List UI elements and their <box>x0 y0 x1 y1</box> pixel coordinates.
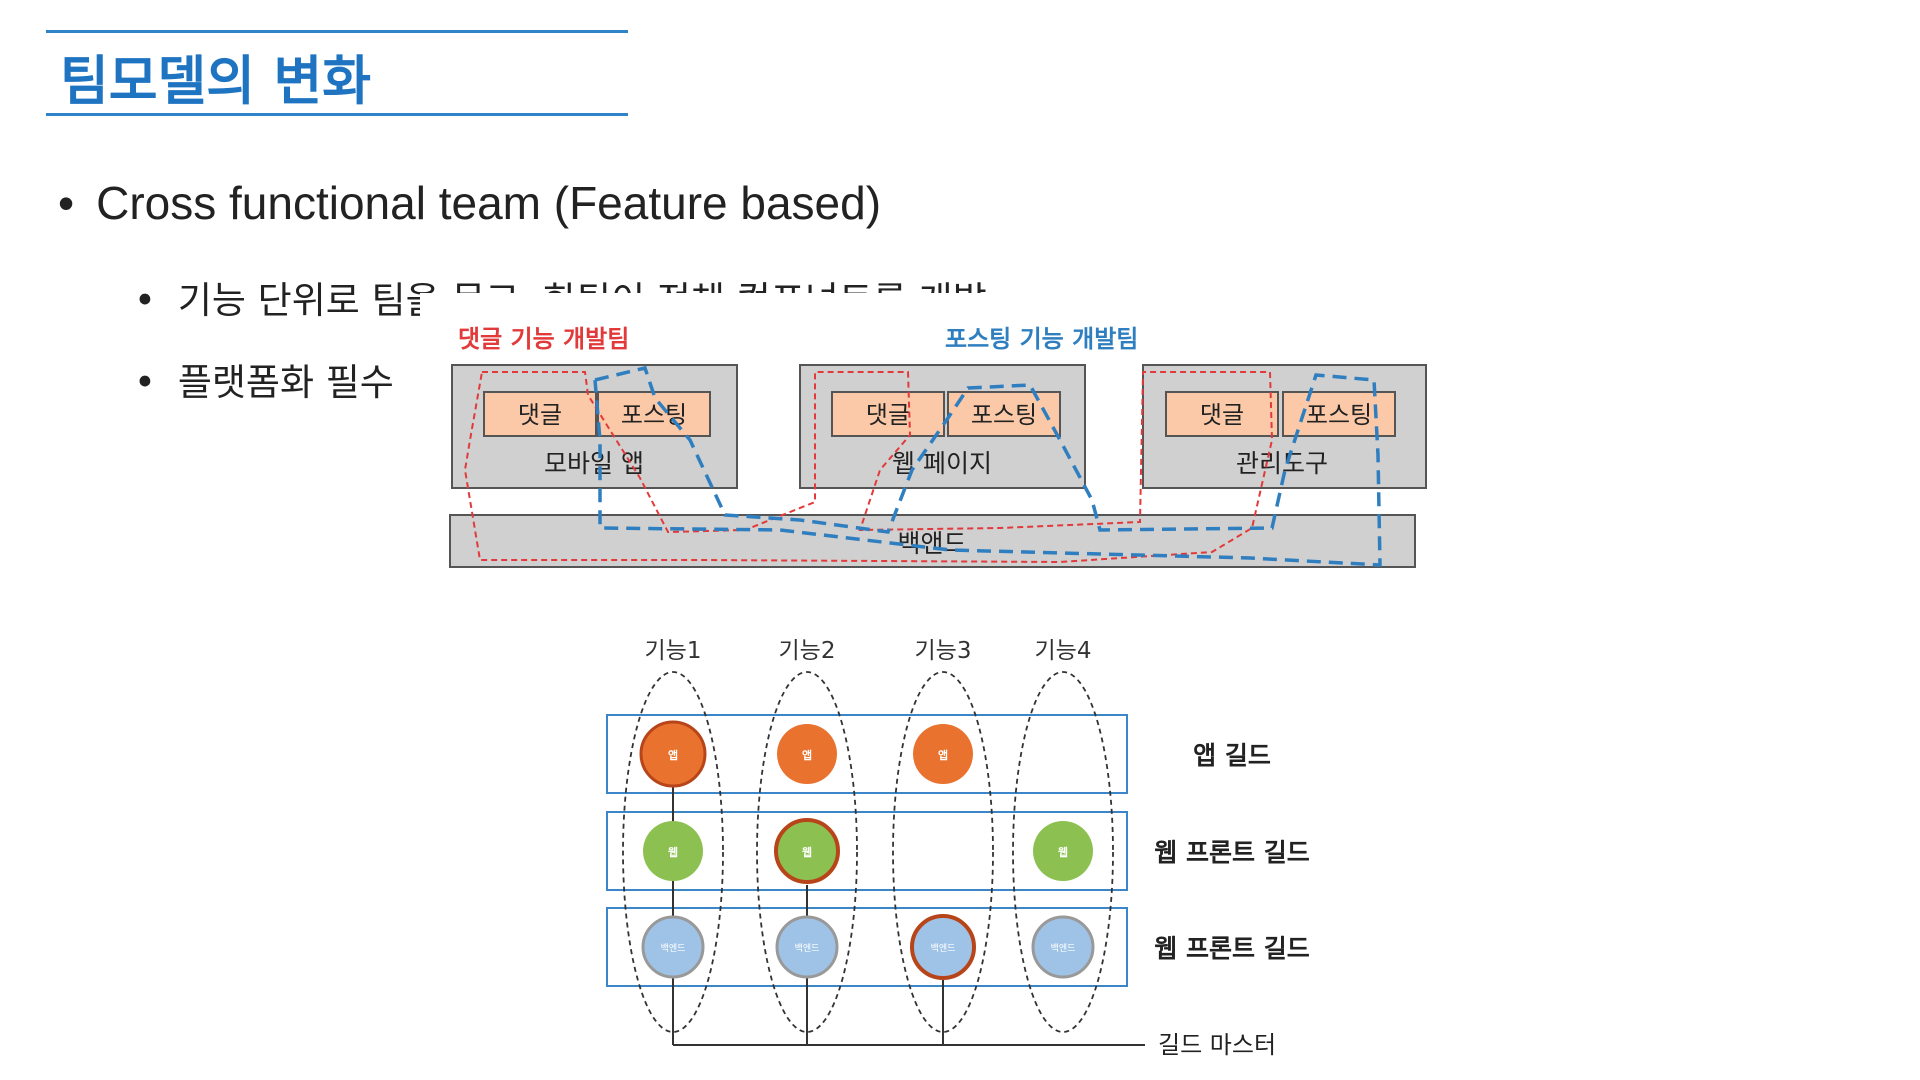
platform-label: 모바일 앱 <box>544 449 644 478</box>
posting-team-outline <box>593 365 1382 567</box>
node-web: 웹 <box>643 821 703 881</box>
bullet-sub-2: • 플랫폼화 필수 <box>134 352 394 406</box>
comment-team-outline <box>463 371 1274 564</box>
feature-label: 기능1 <box>645 638 702 664</box>
node-web: 웹 <box>774 818 840 884</box>
bullet-dot: • <box>134 279 156 322</box>
node-backend: 백엔드 <box>910 914 976 980</box>
bullet-dot: • <box>58 177 75 229</box>
page-title: 팀모델의 변화 <box>60 51 372 112</box>
component-box <box>831 391 945 437</box>
feature-ellipse <box>756 671 858 1033</box>
node-backend: 백엔드 <box>775 915 839 979</box>
node-app: 앱 <box>639 720 707 788</box>
guild-label: 앱 길드 <box>1193 741 1271 770</box>
feature-ellipse <box>892 671 994 1033</box>
guild-row-app <box>606 714 1128 794</box>
node-backend: 백엔드 <box>1031 915 1095 979</box>
node-label: 백엔드 <box>795 943 820 954</box>
bullet-main: • Cross functional team (Feature based) <box>58 176 881 230</box>
platform-label: 웹 페이지 <box>892 449 992 478</box>
guild-row-web-front-2 <box>606 907 1128 987</box>
guild-label: 웹 프론트 길드 <box>1154 934 1309 963</box>
component-label: 댓글 <box>1200 401 1244 429</box>
bullet-sub-2-text: 플랫폼화 필수 <box>177 361 394 404</box>
platform-admin-tool: 댓글 포스팅 관리도구 <box>1142 364 1427 489</box>
node-app: 앱 <box>913 724 973 784</box>
bullet-main-text: Cross functional team (Feature based) <box>96 177 882 229</box>
title-bar: 팀모델의 변화 <box>46 30 628 116</box>
component-box <box>947 391 1061 437</box>
guild-row-web-front <box>606 811 1128 891</box>
posting-team-label: 포스팅 기능 개발팀 <box>945 325 1138 353</box>
node-label: 웹 <box>802 845 812 859</box>
component-box <box>1165 391 1279 437</box>
node-web: 웹 <box>1033 821 1093 881</box>
diagram-overlap-mask <box>420 293 1040 323</box>
guild-label: 웹 프론트 길드 <box>1154 838 1309 867</box>
backend-label: 백앤드 <box>897 529 966 558</box>
node-label: 앱 <box>802 749 812 762</box>
feature-label: 기능3 <box>915 638 972 664</box>
guild-diagram: 기능1 기능2 기능3 기능4 앱 앱 앱 <box>606 638 1310 1059</box>
feature-ellipse <box>622 671 724 1033</box>
platform-web-page: 댓글 포스팅 웹 페이지 <box>799 364 1086 489</box>
component-label: 댓글 <box>866 401 910 429</box>
feature-ellipse <box>1012 671 1114 1033</box>
component-label: 댓글 <box>518 401 562 429</box>
node-label: 백엔드 <box>1051 943 1076 954</box>
node-label: 앱 <box>938 749 948 762</box>
feature-label: 기능2 <box>779 638 836 664</box>
comment-team-label: 댓글 기능 개발팀 <box>458 325 629 353</box>
node-label: 백엔드 <box>931 943 956 954</box>
component-label: 포스팅 <box>1306 401 1372 429</box>
node-label: 앱 <box>668 749 678 762</box>
node-backend: 백엔드 <box>641 915 705 979</box>
bullet-dot: • <box>134 361 156 404</box>
component-label: 포스팅 <box>971 401 1037 429</box>
component-box <box>483 391 597 437</box>
node-label: 웹 <box>668 845 678 859</box>
node-label: 웹 <box>1058 845 1068 859</box>
node-label: 백엔드 <box>661 943 686 954</box>
guild-master-label: 길드 마스터 <box>1158 1031 1276 1059</box>
component-box <box>597 391 711 437</box>
architecture-diagram: 댓글 기능 개발팀 포스팅 기능 개발팀 댓글 포스팅 모바일 앱 댓글 포스팅… <box>449 325 1427 568</box>
platform-label: 관리도구 <box>1236 449 1328 478</box>
node-app: 앱 <box>777 724 837 784</box>
feature-label: 기능4 <box>1035 638 1092 664</box>
